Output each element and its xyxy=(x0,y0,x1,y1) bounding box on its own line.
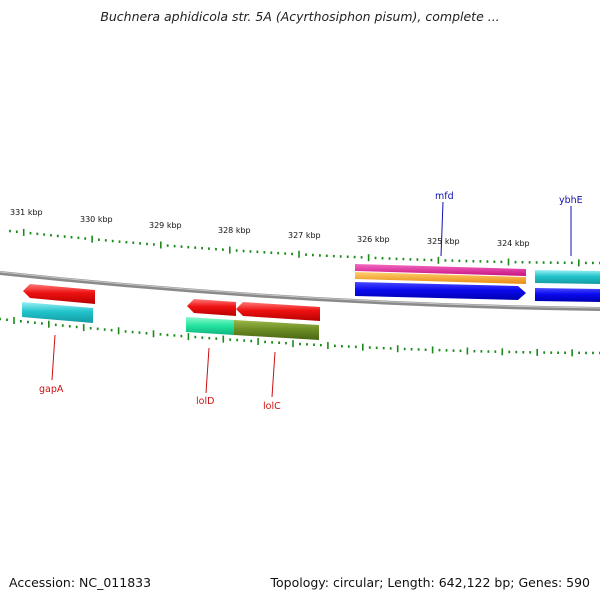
gene-label-gapA[interactable]: gapA xyxy=(39,384,64,395)
kbp-label-327: 327 kbp xyxy=(288,231,321,240)
gene-blue-mfd[interactable] xyxy=(355,282,526,300)
map-title: Buchnera aphidicola str. 5A (Acyrthosiph… xyxy=(100,9,500,24)
label-leaders xyxy=(51,201,572,398)
leader-line-mfd xyxy=(440,201,444,257)
genome-backbone xyxy=(0,271,600,311)
kbp-label-326: 326 kbp xyxy=(357,235,390,244)
gene-spring-lolD[interactable] xyxy=(186,317,234,335)
gene-label-lolD[interactable]: lolD xyxy=(196,396,214,407)
gene-olive-lolC[interactable] xyxy=(234,320,319,340)
gene-label-lolC[interactable]: lolC xyxy=(263,401,281,412)
genome-backbone-highlight xyxy=(0,271,600,309)
leader-line-lolC xyxy=(271,351,276,398)
inner-tick-ruler xyxy=(0,317,600,357)
gene-label-ybhE[interactable]: ybhE xyxy=(559,195,583,206)
gene-orange-mfd[interactable] xyxy=(355,272,526,284)
kbp-label-329: 329 kbp xyxy=(149,221,182,230)
leader-line-lolD xyxy=(205,347,210,394)
kbp-label-330: 330 kbp xyxy=(80,215,113,224)
accession-text: Accession: NC_011833 xyxy=(9,575,152,590)
kbp-label-331: 331 kbp xyxy=(10,208,43,217)
kbp-label-325: 325 kbp xyxy=(427,237,460,246)
gene-blue-ybhE[interactable] xyxy=(535,288,600,302)
gene-label-mfd[interactable]: mfd xyxy=(435,191,454,202)
kbp-labels: 331 kbp 330 kbp 329 kbp 328 kbp 327 kbp … xyxy=(10,208,530,248)
gene-red-lolC[interactable] xyxy=(236,302,320,321)
kbp-label-328: 328 kbp xyxy=(218,226,251,235)
topology-text: Topology: circular; Length: 642,122 bp; … xyxy=(270,575,591,590)
forward-genes xyxy=(355,264,600,302)
kbp-label-324: 324 kbp xyxy=(497,239,530,248)
gene-magenta-mfd[interactable] xyxy=(355,264,526,276)
reverse-genes xyxy=(22,284,320,340)
gene-cyan-gapA[interactable] xyxy=(22,302,93,323)
gene-cyan-ybhE[interactable] xyxy=(535,270,600,284)
gene-red-gapA[interactable] xyxy=(23,284,95,304)
leader-line-gapA xyxy=(51,334,56,381)
gene-labels: mfd ybhE gapA lolD lolC xyxy=(39,191,583,412)
outer-tick-ruler xyxy=(9,228,600,267)
gene-red-lolD[interactable] xyxy=(187,299,236,316)
